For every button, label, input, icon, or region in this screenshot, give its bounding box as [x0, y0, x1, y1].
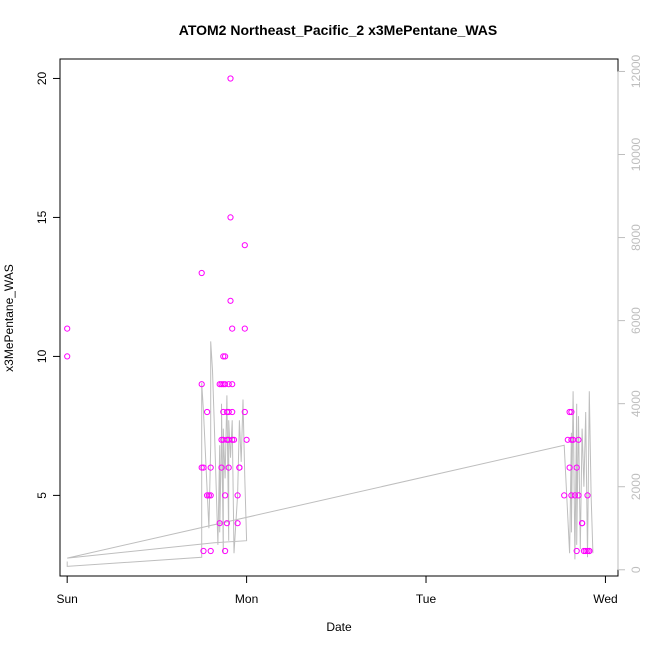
y-tick-label: 10 [35, 349, 49, 363]
data-point [234, 492, 241, 499]
data-point [222, 381, 229, 388]
y-tick-label: 15 [35, 210, 49, 224]
x-tick-label: Wed [593, 592, 617, 606]
data-point [568, 436, 575, 443]
data-point [573, 464, 580, 471]
y2-tick-label: 12000 [629, 54, 643, 88]
y-tick-label: 5 [35, 492, 49, 499]
x-tick-label: Tue [416, 592, 437, 606]
data-point [575, 492, 582, 499]
data-point [204, 492, 211, 499]
y-axis-right: 0 2000 4000 6000 8000 10000 12000 [617, 54, 643, 573]
x-tick-label: Mon [235, 592, 258, 606]
data-point [561, 492, 568, 499]
data-point [204, 408, 211, 416]
y-axis-left: 5 10 15 20 [35, 71, 61, 499]
data-point [566, 464, 573, 471]
data-point [575, 436, 582, 443]
data-point [218, 464, 225, 471]
point-series [64, 75, 593, 555]
data-point [223, 520, 230, 527]
data-point [227, 214, 234, 221]
y2-tick-label: 2000 [629, 473, 643, 500]
data-point [198, 464, 205, 471]
data-point [198, 381, 205, 388]
data-point [568, 408, 575, 416]
data-point [207, 547, 214, 555]
data-point [243, 436, 250, 443]
y2-tick-label: 8000 [629, 224, 643, 251]
chart-title: ATOM2 Northeast_Pacific_2 x3MePentane_WA… [179, 22, 498, 38]
data-point [200, 547, 207, 555]
data-point [586, 547, 593, 555]
data-point [198, 269, 205, 277]
data-point [207, 464, 214, 471]
data-point [225, 408, 232, 416]
y-tick-label: 20 [35, 71, 49, 85]
data-point [241, 408, 248, 416]
data-point [200, 464, 207, 471]
data-point [584, 492, 591, 499]
data-point [222, 492, 229, 499]
data-point [234, 520, 241, 527]
data-point [227, 297, 234, 304]
x-tick-label: Sun [56, 592, 77, 606]
data-point [568, 492, 575, 499]
y-axis-label: x3MePentane_WAS [2, 264, 16, 372]
x-axis: Sun Mon Tue Wed [56, 575, 618, 606]
data-point [236, 464, 243, 471]
data-point [241, 325, 248, 332]
y2-tick-label: 4000 [629, 390, 643, 417]
data-point [220, 353, 227, 360]
data-point [216, 520, 223, 527]
data-point [227, 75, 234, 82]
data-point [566, 408, 573, 416]
data-point [222, 353, 229, 360]
data-point [584, 547, 591, 555]
plot-frame [59, 58, 619, 577]
series-line [66, 341, 594, 567]
y2-tick-label: 10000 [629, 138, 643, 172]
data-point [230, 436, 238, 443]
data-point [241, 242, 248, 249]
data-point [64, 325, 71, 332]
data-point [229, 408, 236, 416]
data-point [205, 492, 212, 499]
data-point [229, 325, 236, 332]
data-point [218, 381, 225, 388]
y2-tick-label: 6000 [629, 307, 643, 334]
data-point [573, 547, 580, 555]
data-point [229, 381, 236, 388]
data-point [571, 492, 579, 499]
data-point [222, 547, 229, 555]
x-axis-label: Date [326, 620, 352, 634]
y2-tick-label: 0 [629, 566, 643, 573]
data-point [225, 381, 232, 388]
line-series [66, 341, 594, 567]
data-point [207, 492, 214, 499]
data-point [229, 436, 236, 443]
data-point [64, 353, 71, 360]
data-point [225, 464, 232, 471]
data-point [579, 520, 586, 527]
data-point [582, 547, 589, 555]
